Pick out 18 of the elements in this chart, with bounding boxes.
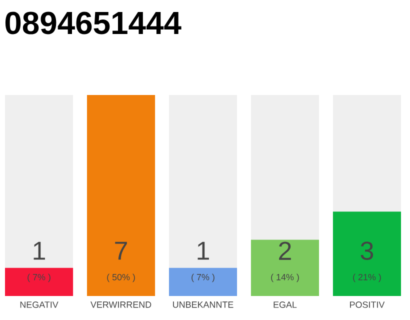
data-label: ( 21% ) [353, 274, 381, 282]
bar [5, 268, 74, 296]
x-tick-label: UNBEKANNTE [173, 302, 234, 308]
x-tick-label: NEGATIV [20, 302, 58, 308]
x-tick-label: EGAL [274, 302, 297, 308]
annotation: 1 [198, 242, 209, 260]
annotation: 1 [34, 242, 45, 260]
data-label: ( 50% ) [107, 274, 135, 282]
annotation: 7 [115, 242, 127, 260]
data-label: ( 7% ) [192, 274, 214, 282]
data-label: ( 14% ) [271, 274, 299, 282]
annotation: 3 [360, 242, 374, 260]
x-tick-label: VERWIRREND [90, 302, 152, 308]
annotation: 2 [279, 242, 291, 260]
bar [168, 268, 238, 296]
data-label: ( 7% ) [28, 274, 50, 282]
x-tick-label: POSITIV [350, 302, 385, 308]
chart-title: 0894651444 [5, 12, 182, 34]
